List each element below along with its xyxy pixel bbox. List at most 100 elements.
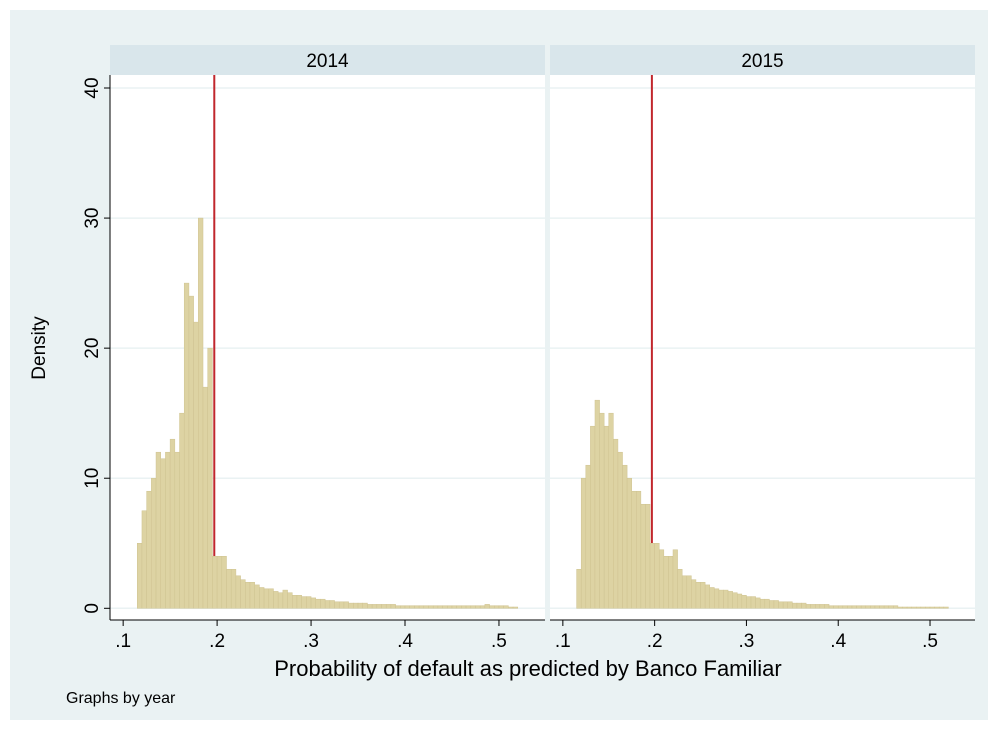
- bar: [805, 604, 811, 609]
- bar: [343, 601, 349, 609]
- y-tick-label: 0: [82, 603, 103, 614]
- bar: [160, 458, 166, 609]
- bar: [663, 556, 669, 609]
- bar: [874, 605, 880, 609]
- x-tick-label: .2: [647, 631, 663, 652]
- bar: [230, 569, 237, 609]
- bar: [179, 412, 185, 609]
- bar: [169, 438, 176, 609]
- bar: [324, 600, 331, 609]
- bar: [465, 605, 472, 609]
- x-tick-label: .5: [491, 631, 507, 652]
- bar: [512, 606, 519, 609]
- bar: [188, 295, 194, 609]
- bar: [409, 605, 415, 609]
- x-tick-label: .4: [830, 631, 846, 652]
- bar: [263, 588, 270, 609]
- x-tick-label: .3: [303, 631, 319, 652]
- bar: [920, 606, 926, 609]
- bar: [400, 605, 406, 609]
- bar: [437, 605, 443, 609]
- y-axis-label: Density: [29, 316, 50, 380]
- bar: [613, 438, 619, 609]
- bar: [792, 602, 798, 609]
- bar: [151, 477, 157, 609]
- bar: [801, 602, 807, 609]
- bar: [287, 592, 293, 609]
- bar: [833, 605, 839, 609]
- y-tick-label: 10: [82, 468, 103, 489]
- bar: [677, 569, 683, 609]
- bar: [315, 598, 321, 609]
- bar: [893, 605, 899, 609]
- bar: [245, 582, 251, 609]
- bar: [395, 605, 401, 609]
- bar: [470, 605, 476, 609]
- bar: [155, 451, 161, 609]
- bar: [494, 605, 500, 609]
- bar: [934, 606, 940, 609]
- bar: [617, 451, 623, 609]
- note: Graphs by year: [66, 690, 176, 707]
- strip: [550, 45, 975, 75]
- bar: [498, 605, 504, 609]
- bar: [418, 605, 425, 609]
- bar: [938, 606, 945, 609]
- bar: [338, 601, 345, 609]
- bar: [911, 606, 917, 609]
- bar: [484, 604, 490, 609]
- bar: [282, 589, 288, 609]
- x-axis-label: Probability of default as predicted by B…: [274, 656, 781, 681]
- bar: [599, 412, 605, 609]
- bar: [782, 601, 788, 609]
- x-tick-label: .3: [739, 631, 755, 652]
- bar: [640, 503, 646, 609]
- bar: [479, 605, 486, 609]
- bar: [489, 605, 495, 609]
- bar: [508, 606, 514, 609]
- bar: [870, 605, 876, 609]
- bar: [381, 604, 387, 609]
- bar: [916, 606, 922, 609]
- bar: [226, 569, 232, 609]
- bar: [723, 589, 729, 609]
- bar: [727, 591, 733, 609]
- bar: [732, 592, 738, 609]
- bar: [353, 602, 359, 609]
- bar: [925, 606, 931, 609]
- bar: [837, 605, 844, 609]
- bar: [718, 589, 724, 609]
- bar: [202, 386, 208, 609]
- bar: [590, 425, 596, 609]
- bar: [141, 510, 147, 609]
- bar: [860, 605, 867, 609]
- bar: [451, 605, 457, 609]
- bar: [847, 605, 853, 609]
- bar: [306, 596, 312, 609]
- bar: [207, 347, 213, 609]
- bar: [842, 605, 848, 609]
- strip: [110, 45, 545, 75]
- bar: [414, 605, 420, 609]
- panel-title: 2014: [306, 51, 349, 72]
- bar: [709, 587, 715, 609]
- bar: [240, 579, 246, 609]
- bar: [906, 606, 912, 609]
- bar: [746, 596, 752, 609]
- bar: [773, 600, 779, 609]
- bar: [371, 604, 378, 609]
- bar: [636, 490, 642, 609]
- bar: [865, 605, 871, 609]
- bar: [136, 543, 143, 609]
- bar: [658, 549, 665, 609]
- bar: [622, 464, 628, 609]
- bar: [292, 595, 298, 609]
- bar: [174, 451, 180, 609]
- bar: [897, 606, 903, 609]
- bar: [329, 600, 335, 609]
- x-tick-label: .2: [209, 631, 225, 652]
- bar: [810, 604, 816, 609]
- bar: [367, 604, 373, 609]
- bar: [268, 588, 274, 609]
